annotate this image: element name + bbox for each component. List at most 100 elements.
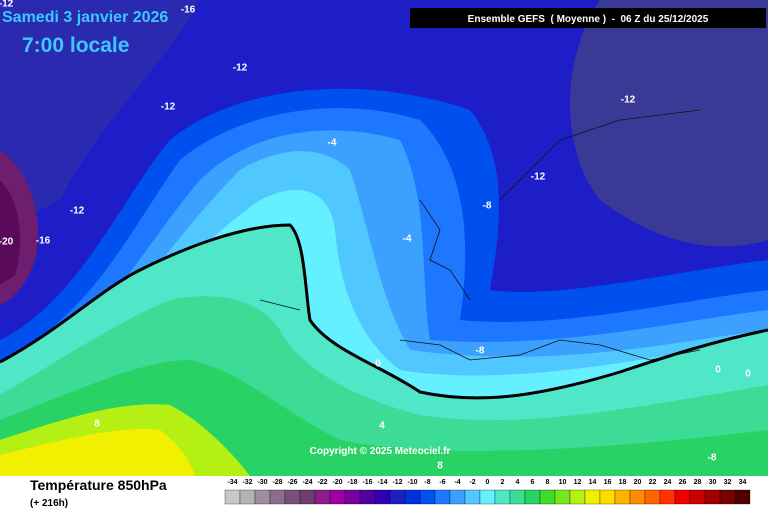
legend-title: Température 850hPa (30, 477, 167, 493)
scale-swatch (509, 489, 526, 505)
scale-swatch (344, 489, 361, 505)
contour-label: -16 (36, 236, 51, 247)
scale-swatch (569, 489, 586, 505)
scale-swatch (554, 489, 571, 505)
scale-label: 34 (739, 479, 747, 486)
scale-swatch (599, 489, 616, 505)
scale-label: 0 (486, 479, 490, 486)
contour-label: -12 (233, 63, 248, 74)
scale-swatch (374, 489, 391, 505)
cold-core (0, 180, 20, 285)
scale-label: -20 (332, 479, 342, 486)
contour-label: 4 (379, 421, 385, 432)
band (0, 429, 195, 476)
date: Samedi 3 janvier 2026 (2, 9, 168, 26)
scale-swatch (224, 489, 241, 505)
scale-swatch (314, 489, 331, 505)
cold-region (570, 0, 768, 247)
scale-label: -12 (392, 479, 402, 486)
scale-label: 30 (709, 479, 717, 486)
scale-label: 14 (589, 479, 597, 486)
cold-region (0, 0, 200, 230)
contour-label: -4 (403, 234, 412, 245)
scale-swatch (644, 489, 661, 505)
copyright: Copyright © 2025 Meteociel.fr (310, 446, 451, 457)
scale-swatch (629, 489, 646, 505)
scale-label: -10 (407, 479, 417, 486)
scale-swatch (734, 489, 751, 505)
zero-contour (0, 223, 768, 400)
scale-label: -16 (362, 479, 372, 486)
scale-label: 24 (664, 479, 672, 486)
contour-label: -20 (0, 237, 14, 248)
scale-label: -32 (242, 479, 252, 486)
contour-label: -12 (0, 0, 14, 10)
scale-swatch (524, 489, 541, 505)
model-bar (410, 8, 766, 28)
scale-swatch (239, 489, 256, 505)
scale-label: 18 (619, 479, 627, 486)
scale-swatch (539, 489, 556, 505)
scale-label: -26 (287, 479, 297, 486)
contour-label: -8 (708, 453, 717, 464)
scale-swatch (434, 489, 451, 505)
contour-label: 8 (94, 419, 100, 430)
scale-label: -24 (302, 479, 312, 486)
contour-labels: -12 -16 -12 -12 -12 -4 -12 -8 -12 -20 -16 -4 0 -8 4 8 0 0… (0, 0, 751, 472)
scale-label: -6 (439, 479, 445, 486)
contour-label: -12 (621, 95, 636, 106)
color-scale: -34 -32 -30 -28 -26 -24 -22 -20 -18 -16 -14 -12 -10-… (224, 479, 751, 505)
scale-label: 10 (559, 479, 567, 486)
scale-swatch (299, 489, 316, 505)
scale-swatch (329, 489, 346, 505)
scale-label: 20 (634, 479, 642, 486)
contour-label: 8 (437, 461, 443, 472)
scale-swatch (449, 489, 466, 505)
scale-swatch (659, 489, 676, 505)
contour-label: 0 (745, 369, 751, 380)
scale-swatch (584, 489, 601, 505)
coastline (259, 109, 701, 361)
scale-label: -2 (469, 479, 475, 486)
scale-swatch (719, 489, 736, 505)
scale-label: 28 (694, 479, 702, 486)
scale-label: -30 (257, 479, 267, 486)
scale-label: -8 (424, 479, 430, 486)
scale-swatch (419, 489, 436, 505)
scale-swatch (689, 489, 706, 505)
scale-label: -34 (227, 479, 237, 486)
contour-label: -16 (181, 5, 196, 16)
scale-swatch (614, 489, 631, 505)
scale-swatch (479, 489, 496, 505)
scale-label: 26 (679, 479, 687, 486)
scale-swatch (389, 489, 406, 505)
scale-swatch (464, 489, 481, 505)
scale-swatch (704, 489, 721, 505)
map: -12 -16 -12 -12 -12 -4 -12 -8 -12 -20 -16 -4 0 -8 4 8 0 0… (0, 0, 768, 477)
contour-label: -8 (483, 201, 492, 212)
contour-label: -8 (476, 346, 485, 357)
model: Ensemble GEFS ( Moyenne ) - 06 Z du 25/1… (468, 14, 709, 25)
scale-label: 2 (501, 479, 505, 486)
scale-swatch (269, 489, 286, 505)
legend-lead: (+ 216h) (30, 498, 68, 509)
scale-swatch (674, 489, 691, 505)
scale-label: -28 (272, 479, 282, 486)
scale-swatch (284, 489, 301, 505)
scale-label: -14 (377, 479, 387, 486)
scale-label: 8 (546, 479, 550, 486)
contour-label: -12 (70, 206, 85, 217)
scale-label: 32 (724, 479, 732, 486)
scale-label: 4 (516, 479, 520, 486)
time: 7:00 locale (22, 34, 129, 57)
scale-label: -18 (347, 479, 357, 486)
scale-swatch (494, 489, 511, 505)
scale-label: -22 (317, 479, 327, 486)
contour-label: 0 (715, 365, 721, 376)
contour-label: 0 (375, 359, 381, 370)
scale-label: -4 (454, 479, 460, 486)
contour-label: -12 (161, 102, 176, 113)
scale-swatch (359, 489, 376, 505)
scale-label: 16 (604, 479, 612, 486)
